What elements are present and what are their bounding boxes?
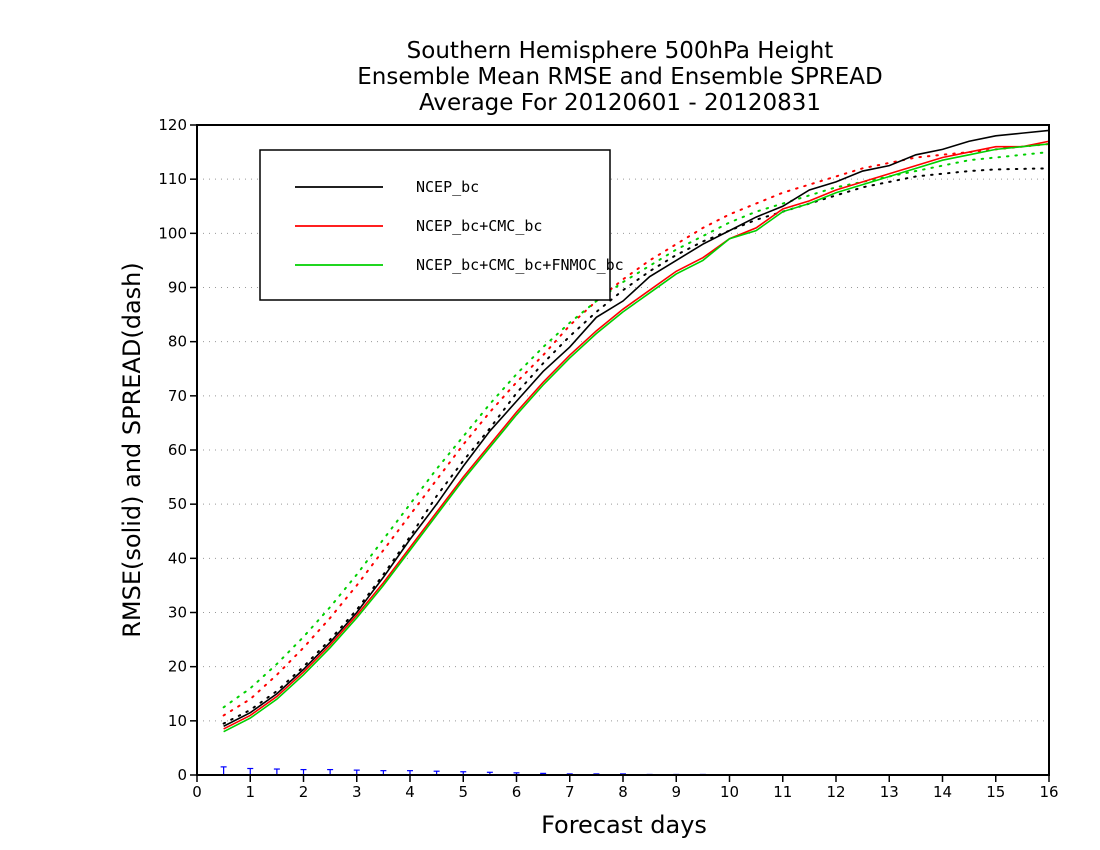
y-tick-label: 20 <box>168 658 187 676</box>
legend-label: NCEP_bc+CMC_bc <box>416 217 542 235</box>
x-tick-label: 0 <box>192 783 202 801</box>
x-tick-label: 4 <box>405 783 415 801</box>
series-spread-line <box>222 142 1050 717</box>
y-tick-label: 120 <box>158 116 187 134</box>
legend: NCEP_bc NCEP_bc+CMC_bc NCEP_bc+CMC_bc+FNMO… <box>259 149 624 301</box>
x-tick-label: 5 <box>458 783 468 801</box>
x-axis-ticks: 0 1 2 3 4 5 6 7 8 9 10 11 12 13 14 15 16 <box>192 775 1059 801</box>
x-tick-label: 1 <box>245 783 255 801</box>
legend-entry: NCEP_bc <box>295 178 479 196</box>
series-lines <box>222 129 1050 733</box>
x-tick-label: 13 <box>880 783 899 801</box>
x-tick-label: 6 <box>512 783 522 801</box>
y-tick-label: 70 <box>168 387 187 405</box>
x-tick-label: 14 <box>933 783 952 801</box>
y-tick-label: 40 <box>168 549 187 567</box>
difference-bar <box>247 767 254 775</box>
legend-label: NCEP_bc+CMC_bc+FNMOC_bc <box>416 256 624 274</box>
legend-entry: NCEP_bc+CMC_bc+FNMOC_bc <box>295 256 624 274</box>
difference-bars <box>220 766 706 776</box>
series-rmse-line <box>223 129 1050 727</box>
x-tick-label: 15 <box>986 783 1005 801</box>
y-tick-label: 10 <box>168 712 187 730</box>
gridlines <box>197 178 1049 722</box>
x-tick-label: 8 <box>618 783 628 801</box>
x-tick-label: 16 <box>1039 783 1058 801</box>
x-tick-label: 3 <box>352 783 362 801</box>
y-tick-label: 100 <box>158 224 187 242</box>
legend-entry: NCEP_bc+CMC_bc <box>295 217 542 235</box>
y-tick-label: 50 <box>168 495 187 513</box>
y-axis-ticks: 0 10 20 30 40 50 60 70 80 90 100 110 120 <box>158 116 197 784</box>
x-tick-label: 10 <box>720 783 739 801</box>
legend-box <box>259 149 611 301</box>
y-tick-label: 30 <box>168 604 187 622</box>
y-axis-title: RMSE(solid) and SPREAD(dash) <box>118 262 146 638</box>
x-tick-label: 7 <box>565 783 575 801</box>
title-line-2: Ensemble Mean RMSE and Ensemble SPREAD <box>357 64 882 90</box>
difference-bar <box>220 766 227 775</box>
x-tick-label: 9 <box>671 783 681 801</box>
title-line-3: Average For 20120601 - 20120831 <box>419 90 821 116</box>
series-rmse-line <box>223 143 1050 733</box>
y-tick-label: 80 <box>168 333 187 351</box>
series-spread-line <box>222 151 1050 709</box>
legend-label: NCEP_bc <box>416 178 479 196</box>
y-tick-label: 60 <box>168 441 187 459</box>
x-tick-label: 11 <box>773 783 792 801</box>
x-tick-label: 2 <box>299 783 309 801</box>
x-axis-title: Forecast days <box>541 811 707 839</box>
y-tick-label: 0 <box>177 766 187 784</box>
y-tick-label: 110 <box>158 170 187 188</box>
x-tick-label: 12 <box>826 783 845 801</box>
plot-frame <box>196 124 1050 776</box>
title-line-1: Southern Hemisphere 500hPa Height <box>407 38 834 64</box>
y-tick-label: 90 <box>168 279 187 297</box>
series-rmse-line <box>223 140 1050 730</box>
chart-title: Southern Hemisphere 500hPa Height Ensemb… <box>357 38 882 116</box>
